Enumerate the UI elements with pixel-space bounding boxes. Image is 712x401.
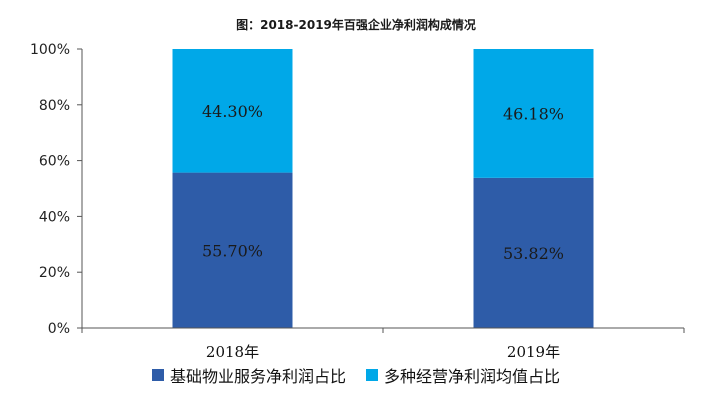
y-tick-label-100%: 100% — [30, 42, 70, 58]
y-tick-label-20%: 20% — [39, 265, 70, 281]
bar-segment-2019年-diversified — [473, 49, 594, 178]
data-label-2018年-diversified: 44.30% — [202, 102, 263, 121]
legend-swatch-basic-service — [151, 369, 164, 381]
y-tick-label-40%: 40% — [39, 209, 70, 225]
bar-segment-2019年-basic-service — [473, 177, 594, 328]
x-tick-label-2019年: 2019年 — [507, 343, 560, 361]
legend: 基础物业服务净利润占比 多种经营净利润均值占比 — [0, 363, 712, 387]
legend-swatch-diversified — [366, 369, 378, 381]
data-label-2019年-basic-service: 53.82% — [503, 244, 564, 263]
data-label-2018年-basic-service: 55.70% — [202, 241, 263, 260]
legend-item-diversified: 多种经营净利润均值占比 — [366, 363, 560, 387]
y-tick-label-80%: 80% — [39, 98, 70, 114]
legend-label-diversified: 多种经营净利润均值占比 — [384, 367, 561, 386]
y-tick-label-60%: 60% — [39, 154, 70, 170]
bar-segment-2018年-diversified — [172, 49, 293, 173]
bar-segment-2018年-basic-service — [172, 172, 293, 328]
y-tick-label-0%: 0% — [48, 321, 70, 337]
legend-item-basic-service: 基础物业服务净利润占比 — [151, 363, 346, 387]
legend-label-basic-service: 基础物业服务净利润占比 — [169, 367, 346, 386]
chart-title: 图：2018-2019年百强企业净利润构成情况 — [236, 18, 476, 32]
x-tick-label-2018年: 2018年 — [206, 343, 259, 361]
data-label-2019年-diversified: 46.18% — [503, 104, 564, 123]
